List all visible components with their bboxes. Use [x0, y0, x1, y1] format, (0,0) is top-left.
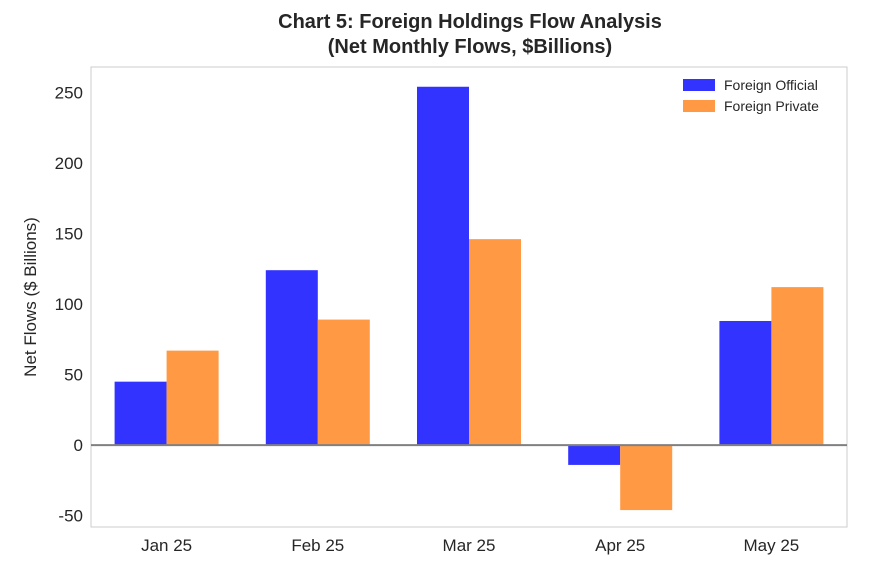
bar-foreign-official-feb-25 [265, 270, 318, 446]
plot-area [90, 66, 848, 528]
y-tick-label: 100 [55, 295, 83, 314]
y-tick-label: 50 [64, 366, 83, 385]
x-tick-label: Feb 25 [291, 536, 344, 555]
x-tick-label: May 25 [744, 536, 800, 555]
chart-title: Chart 5: Foreign Holdings Flow Analysis [278, 11, 662, 33]
y-tick-label: -50 [58, 507, 83, 526]
y-axis-ticks: -50 0 50 100 150 200 250 [55, 83, 83, 525]
x-axis-ticks: Jan 25 Feb 25 Mar 25 Apr 25 May 25 [141, 536, 799, 555]
bar-foreign-private-may-25 [771, 287, 824, 446]
legend-swatch [683, 79, 715, 91]
bar-foreign-official-mar-25 [417, 86, 469, 446]
bar-foreign-private-apr-25 [620, 445, 673, 511]
chart-subtitle: (Net Monthly Flows, $Billions) [328, 36, 612, 58]
legend-label: Foreign Private [724, 98, 819, 114]
legend-swatch [683, 100, 715, 112]
bar-foreign-official-apr-25 [568, 445, 621, 465]
y-tick-label: 250 [55, 83, 83, 102]
legend: Foreign Official Foreign Private [683, 77, 819, 114]
bar-foreign-private-feb-25 [317, 319, 370, 446]
x-tick-label: Jan 25 [141, 536, 192, 555]
legend-label: Foreign Official [724, 77, 818, 93]
x-tick-label: Mar 25 [443, 536, 496, 555]
y-tick-label: 150 [55, 225, 83, 244]
x-tick-label: Apr 25 [595, 536, 645, 555]
y-tick-label: 200 [55, 154, 83, 173]
bar-foreign-official-may-25 [719, 320, 772, 446]
y-axis-label: Net Flows ($ Billions) [21, 217, 40, 377]
bar-foreign-private-mar-25 [469, 239, 521, 446]
bar-foreign-official-jan-25 [114, 381, 167, 446]
bar-foreign-private-jan-25 [166, 350, 219, 446]
bars [114, 86, 824, 511]
y-tick-label: 0 [74, 436, 83, 455]
